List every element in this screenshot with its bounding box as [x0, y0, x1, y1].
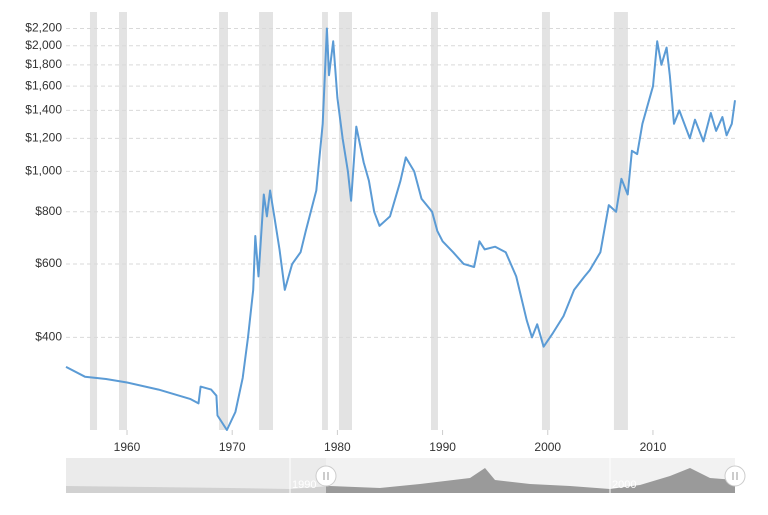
navigator[interactable]: 1990 2000 — [66, 458, 746, 493]
x-tick-label: 1990 — [429, 440, 456, 454]
y-tick-label: $1,600 — [25, 78, 62, 92]
x-tick-label: 1980 — [324, 440, 351, 454]
y-tick-label: $400 — [35, 330, 62, 344]
y-tick-label: $2,000 — [25, 38, 62, 52]
recession-band — [338, 12, 353, 430]
x-tick-label: 2010 — [640, 440, 667, 454]
y-tick-label: $1,800 — [25, 57, 62, 71]
x-tick-label: 1970 — [219, 440, 246, 454]
navigator-label: 2000 — [612, 479, 636, 491]
navigator-area — [66, 468, 735, 493]
recession-band — [89, 12, 98, 430]
navigator-label: 1990 — [292, 479, 316, 491]
navigator-handle[interactable] — [724, 465, 746, 487]
navigator-mask — [66, 458, 326, 493]
recession-band — [219, 12, 228, 430]
y-tick-label: $2,200 — [25, 21, 62, 35]
y-tick-label: $600 — [35, 256, 62, 270]
recession-band — [119, 12, 128, 430]
price-line — [65, 27, 736, 431]
y-tick-label: $1,200 — [25, 130, 62, 144]
recession-band — [322, 12, 328, 430]
x-tick-label: 2000 — [534, 440, 561, 454]
recession-band — [259, 12, 274, 430]
recession-band — [613, 12, 628, 430]
y-tick-label: $1,400 — [25, 103, 62, 117]
x-tick-label: 1960 — [114, 440, 141, 454]
handle-grip — [323, 472, 738, 480]
navigator-handle[interactable] — [315, 465, 337, 487]
y-tick-label: $1,000 — [25, 164, 62, 178]
y-tick-label: $800 — [35, 204, 62, 218]
recession-band — [541, 12, 550, 430]
